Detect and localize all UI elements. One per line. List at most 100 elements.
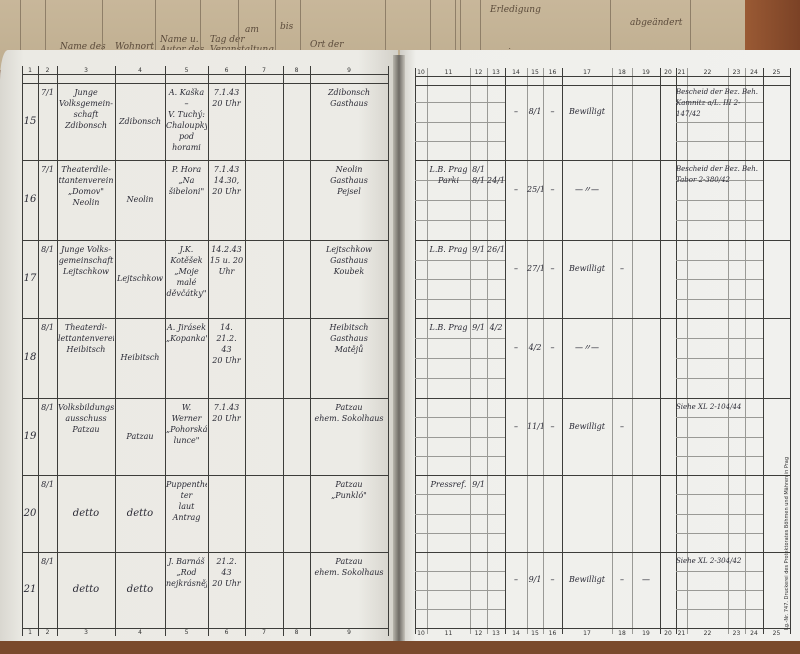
cell-nr: 16	[23, 194, 37, 205]
book-gutter	[393, 55, 405, 641]
cell-c14: –	[514, 264, 518, 273]
cell-c15: 27/1	[527, 264, 543, 273]
column-number-footer: 12	[474, 630, 483, 637]
sub-rule	[676, 609, 763, 610]
sub-rule	[676, 571, 763, 572]
background-sheet-word: am	[245, 25, 259, 35]
column-number: 5	[184, 67, 189, 74]
column-rule	[790, 68, 791, 634]
sub-rule	[415, 121, 505, 123]
cell-time: 14. 21.2. 43 20 Uhr	[212, 323, 241, 365]
sub-rule	[676, 378, 763, 379]
column-number-footer: 14	[512, 630, 520, 637]
cell-town: Neolin	[126, 195, 154, 204]
sub-rule	[676, 121, 763, 123]
row-rule	[22, 240, 388, 241]
sub-rule	[676, 279, 763, 280]
row-rule	[415, 240, 790, 241]
column-rule	[612, 68, 613, 634]
sub-rule	[415, 494, 505, 496]
sub-rule	[415, 298, 505, 300]
sub-rule	[676, 102, 763, 104]
row-rule	[415, 628, 790, 629]
cell-c11: Pressref.	[430, 480, 467, 489]
cell-c12: 8/1 8/1	[472, 165, 485, 185]
cell-c17: —〃—	[575, 185, 599, 194]
column-number: 18	[618, 69, 626, 76]
column-rule	[310, 66, 311, 636]
column-number-footer: 19	[642, 630, 650, 637]
column-number-footer: 21	[677, 630, 686, 637]
sub-rule	[415, 417, 505, 419]
column-number-footer: 1	[28, 629, 32, 636]
cell-c17: Bewilligt	[568, 106, 606, 116]
column-number-footer: 20	[664, 630, 672, 637]
cell-c18: –	[620, 264, 624, 273]
cell-nr: 18	[23, 352, 37, 363]
sub-rule	[415, 455, 505, 457]
cell-nr: 19	[23, 430, 37, 442]
row-rule	[415, 475, 790, 476]
column-number: 25	[772, 69, 781, 76]
column-number-footer: 11	[444, 630, 453, 637]
column-number-footer: 7	[262, 629, 266, 636]
background-sheet-word: Wohnort	[115, 42, 154, 52]
column-number-footer: 5	[184, 629, 189, 636]
cell-date: 8/1	[41, 403, 54, 412]
column-rule	[660, 68, 661, 634]
sub-rule	[676, 298, 763, 300]
cell-time: 7.1.43 14.30, 20 Uhr	[212, 165, 241, 196]
row-rule	[415, 85, 790, 86]
row-rule	[415, 160, 790, 161]
cell-date: 7/1	[41, 165, 54, 174]
cell-venue: Patzau ehem. Sokolhaus	[314, 403, 384, 423]
sub-rule	[415, 200, 505, 201]
cell-c14: –	[514, 421, 518, 431]
column-number: 15	[531, 69, 539, 76]
column-rule	[763, 68, 764, 634]
column-number-footer: 25	[772, 630, 781, 637]
cell-town: Patzau	[126, 431, 154, 441]
cell-play: A. Kaška – V. Tuchý: Chaloupky pod horam…	[166, 88, 207, 152]
row-rule	[22, 160, 388, 161]
column-rule	[57, 66, 58, 636]
cell-c16: –	[550, 106, 555, 116]
row-rule	[415, 398, 790, 399]
cell-town: Heibitsch	[120, 353, 160, 362]
column-rule	[676, 68, 677, 634]
row-rule	[22, 552, 388, 553]
cell-town: detto	[126, 584, 154, 595]
column-number: 4	[138, 67, 142, 74]
cell-c15: 8/1	[528, 106, 542, 116]
cell-nr: 21	[23, 584, 37, 595]
column-number-footer: 22	[703, 630, 712, 637]
cell-c12: 9/1	[472, 245, 485, 254]
column-rule	[283, 66, 284, 636]
column-number: 22	[703, 69, 712, 76]
sub-rule	[415, 102, 505, 104]
column-number: 9	[347, 67, 351, 74]
row-rule	[415, 318, 790, 319]
background-sheet-word: abgeändert	[630, 18, 683, 28]
cell-organizer: Theaterdi- lettantenverein Heibitsch	[58, 323, 114, 354]
cell-c16: –	[550, 185, 555, 194]
cell-town: Zdibonsch	[118, 116, 162, 126]
row-rule	[415, 552, 790, 553]
cell-venue: Patzau „Punkló"	[331, 480, 367, 500]
column-number-footer: 10	[417, 630, 425, 637]
cell-play: J.K. Kotěšek „Moje malé děvčátky"	[166, 245, 207, 298]
cell-c19: —	[642, 575, 650, 584]
column-rule	[505, 68, 506, 634]
cell-c12: 9/1	[472, 323, 485, 332]
column-number-footer: 9	[347, 629, 351, 636]
column-rule	[687, 68, 688, 634]
sub-rule	[676, 494, 763, 496]
cell-c12: 9/1	[472, 480, 485, 489]
cell-play: A. Jirásek „Kopanka"	[166, 323, 207, 343]
cell-c14: –	[514, 343, 518, 352]
row-rule	[22, 318, 388, 319]
cell-organizer: Volksbildungs- ausschuss Patzau	[58, 403, 114, 434]
column-number: 20	[664, 69, 672, 76]
column-rule	[728, 68, 729, 634]
column-number-footer: 2	[45, 629, 50, 636]
